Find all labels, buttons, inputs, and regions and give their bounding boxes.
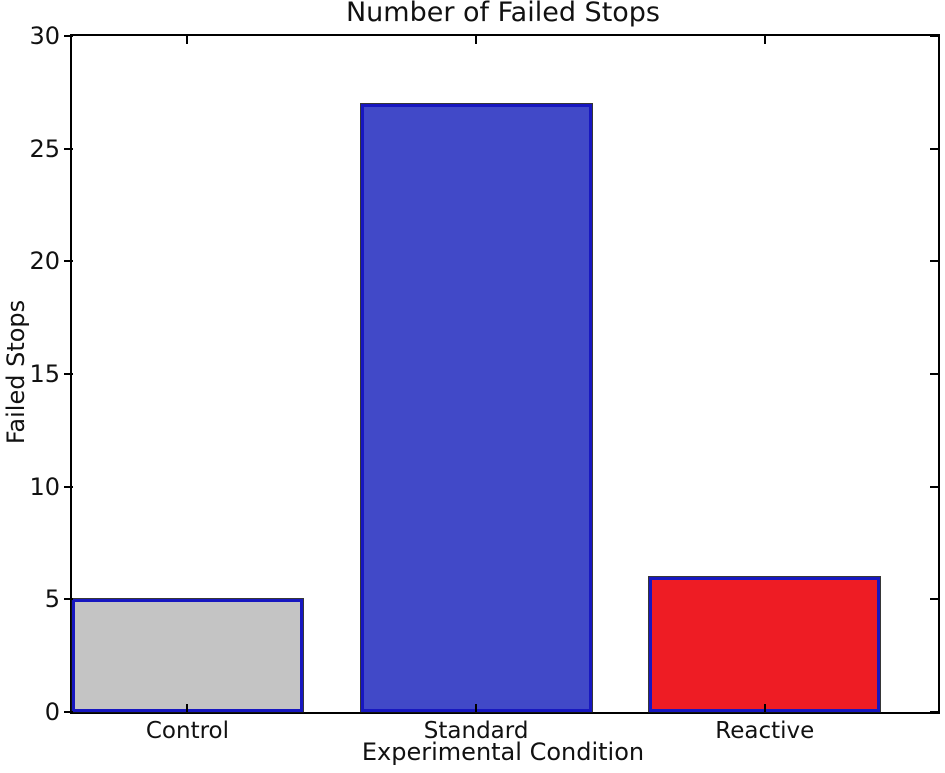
x-tick-mark-bottom — [475, 704, 478, 712]
y-tick-label: 0 — [44, 698, 60, 726]
plot-area: 0 5 10 15 20 25 30 Control Standard Reactive — [29, 22, 940, 744]
y-tick-mark-left — [64, 485, 73, 488]
y-tick-label: 10 — [29, 472, 60, 501]
y-tick-mark-right — [930, 147, 938, 150]
y-tick-mark-right — [930, 260, 938, 263]
y-tick-mark-right — [930, 598, 938, 601]
y-tick-mark-left — [64, 598, 73, 601]
y-tick-mark-right — [930, 711, 938, 713]
x-tick-mark-top — [763, 36, 766, 44]
y-tick-label: 25 — [29, 134, 60, 163]
y-tick-mark-left — [64, 711, 73, 713]
y-tick-mark-right — [930, 35, 938, 37]
y-tick-mark-left — [64, 373, 73, 375]
y-tick-mark-right — [930, 373, 938, 375]
y-tick-label: 15 — [29, 360, 60, 388]
bar-reactive — [649, 576, 881, 712]
x-tick-mark-bottom — [186, 704, 189, 712]
x-axis-label: Experimental Condition — [361, 738, 645, 766]
y-tick-label: 5 — [44, 585, 60, 614]
bar-control — [72, 599, 303, 712]
x-tick-mark-bottom — [763, 704, 766, 712]
bar-standard — [360, 103, 592, 712]
y-tick-mark-left — [64, 147, 73, 150]
y-tick-mark-left — [64, 35, 73, 37]
x-tick-label-reactive: Reactive — [715, 718, 815, 744]
x-tick-mark-top — [475, 36, 478, 44]
y-tick-mark-right — [930, 485, 938, 488]
y-tick-label: 30 — [29, 22, 60, 50]
x-tick-mark-top — [186, 36, 189, 44]
chart-title: Number of Failed Stops — [345, 0, 661, 28]
x-tick-label-standard: Standard — [423, 718, 529, 744]
y-tick-mark-left — [64, 260, 73, 263]
x-tick-label-control: Control — [145, 718, 230, 744]
y-tick-label: 20 — [29, 247, 60, 276]
